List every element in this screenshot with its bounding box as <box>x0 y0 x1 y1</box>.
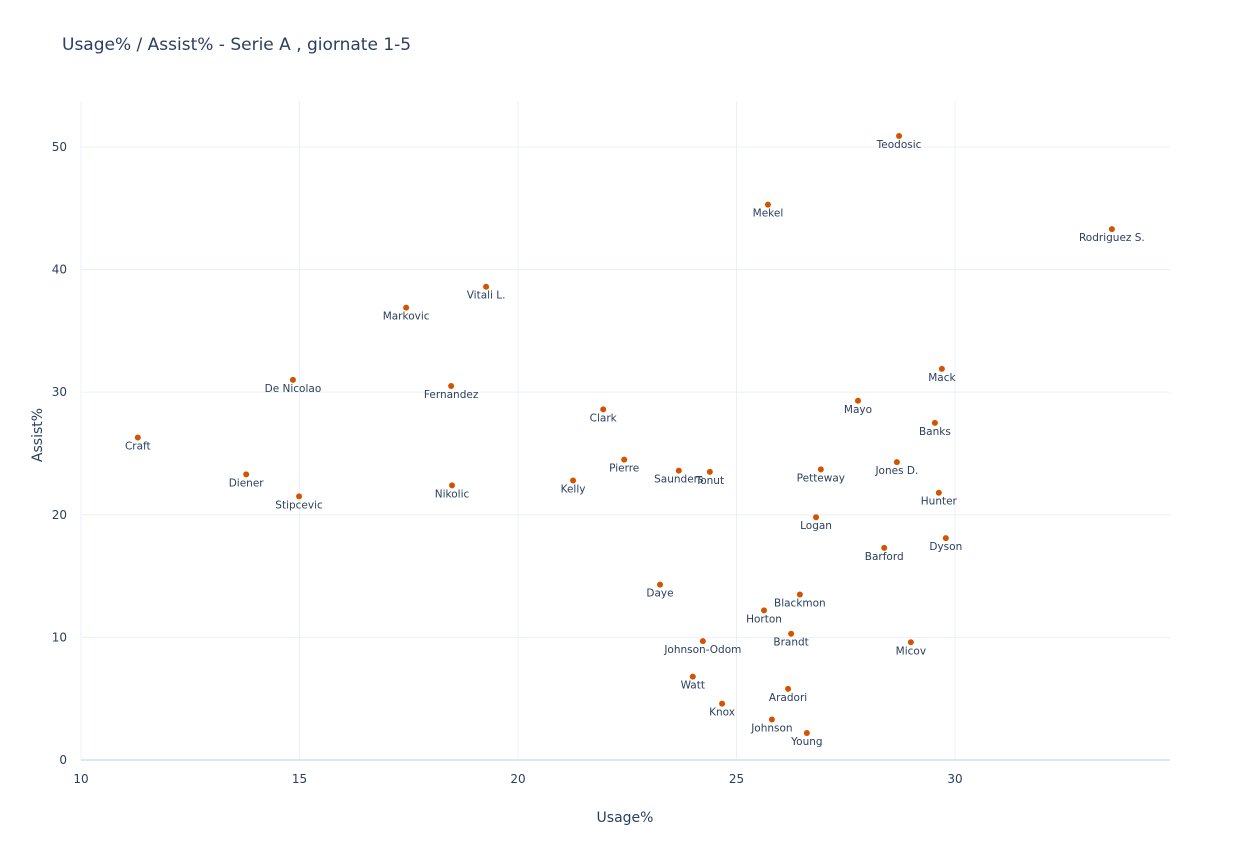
point-label: Petteway <box>797 472 845 484</box>
point-label: Mayo <box>844 404 872 416</box>
point <box>1108 226 1115 233</box>
point-label: Banks <box>919 426 951 438</box>
point-label: Johnson-Odom <box>663 644 741 656</box>
x-tick-label: 20 <box>510 772 525 786</box>
point-label: Vitali L. <box>467 290 506 302</box>
point-label: Fernandez <box>424 389 479 401</box>
point <box>600 406 607 413</box>
point <box>719 700 726 707</box>
point-label: Brandt <box>773 637 808 649</box>
point <box>449 482 456 489</box>
point <box>788 630 795 637</box>
point-label: Dyson <box>929 541 962 553</box>
marks: Teodosic Mekel Rodriguez S. Vitali L. Markov… <box>125 132 1145 748</box>
point <box>785 685 792 692</box>
point <box>817 466 824 473</box>
point <box>448 383 455 390</box>
point-label: Watt <box>681 680 705 692</box>
y-tick-label: 40 <box>52 263 67 277</box>
x-tick-label: 25 <box>729 772 744 786</box>
chart-title: Usage% / Assist% - Serie A , giornate 1-… <box>62 35 411 55</box>
point <box>296 493 303 500</box>
x-tick-label: 15 <box>292 772 307 786</box>
point <box>570 477 577 484</box>
point-label: Jones D. <box>874 465 918 477</box>
point <box>289 376 296 383</box>
point <box>854 397 861 404</box>
point <box>813 514 820 521</box>
point-label: Blackmon <box>774 597 826 609</box>
point <box>942 535 949 542</box>
point <box>896 132 903 139</box>
point-label: Tonut <box>695 475 724 487</box>
point <box>675 467 682 474</box>
point-label: Logan <box>800 520 832 532</box>
point <box>907 639 914 646</box>
point-label: Teodosic <box>876 139 922 151</box>
point <box>657 581 664 588</box>
y-axis-title: Assist% <box>30 408 46 462</box>
point <box>134 434 141 441</box>
point <box>938 365 945 372</box>
point <box>803 730 810 737</box>
point <box>796 591 803 598</box>
point-label: Hunter <box>921 496 958 508</box>
point <box>761 607 768 614</box>
x-tick-label: 10 <box>73 772 88 786</box>
x-tick-label: 30 <box>947 772 962 786</box>
point-label: Kelly <box>561 483 586 495</box>
point <box>689 673 696 680</box>
point-label: Barford <box>865 551 904 563</box>
y-tick-label: 30 <box>52 385 67 399</box>
point-label: Young <box>790 736 822 748</box>
point-label: Pierre <box>609 463 639 475</box>
point-label: Rodriguez S. <box>1079 232 1145 244</box>
y-tick-label: 0 <box>59 753 67 767</box>
point <box>931 419 938 426</box>
point-label: Stipcevic <box>275 499 323 511</box>
point-label: Knox <box>709 707 735 719</box>
point-label: Micov <box>896 645 926 657</box>
point <box>699 638 706 645</box>
y-tick-label: 10 <box>52 630 67 644</box>
point-label: De Nicolao <box>265 383 322 395</box>
point-label: Mack <box>928 372 956 384</box>
x-axis-title: Usage% <box>597 810 654 826</box>
grid: 10 15 20 25 30 0 10 20 30 40 50 <box>52 101 1170 786</box>
point <box>935 489 942 496</box>
point <box>764 201 771 208</box>
point <box>881 544 888 551</box>
point-label: Clark <box>590 412 618 424</box>
point-label: Saunders <box>654 474 703 486</box>
y-tick-label: 50 <box>52 140 67 154</box>
y-tick-label: 20 <box>52 508 67 522</box>
point <box>621 456 628 463</box>
point <box>483 283 490 290</box>
point-label: Markovic <box>383 311 430 323</box>
point-label: Nikolic <box>435 488 470 500</box>
point <box>893 459 900 466</box>
point-label: Daye <box>646 588 673 600</box>
point-label: Horton <box>746 613 782 625</box>
point-label: Craft <box>125 441 151 453</box>
point-label: Aradori <box>769 692 807 704</box>
point <box>243 471 250 478</box>
point <box>706 468 713 475</box>
point-label: Johnson <box>750 723 792 735</box>
point <box>403 304 410 311</box>
point-label: Mekel <box>753 208 784 220</box>
point-label: Diener <box>229 477 265 489</box>
point <box>768 716 775 723</box>
